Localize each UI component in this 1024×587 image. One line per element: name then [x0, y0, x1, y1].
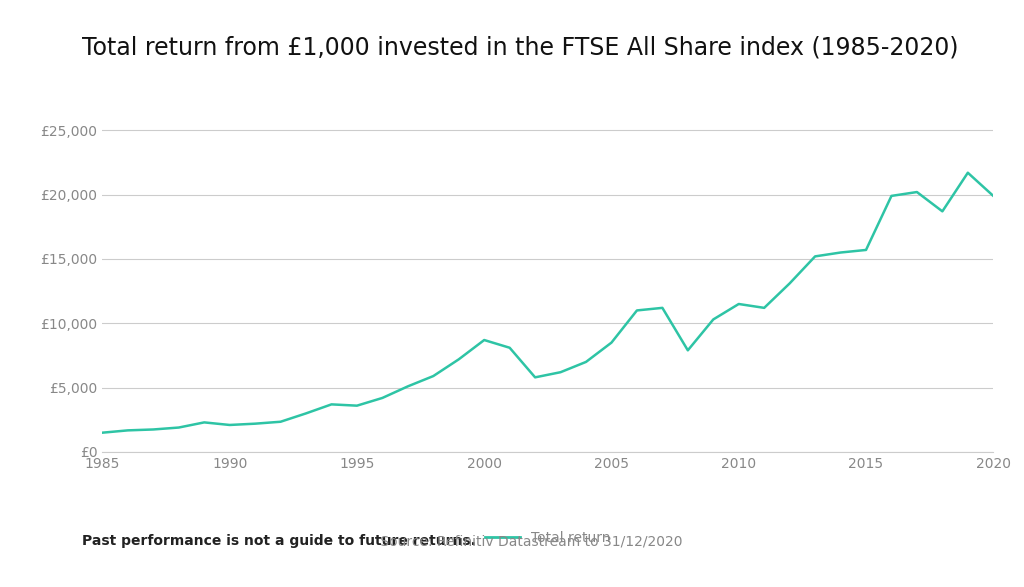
Text: Source: Refinitiv Datastream to 31/12/2020: Source: Refinitiv Datastream to 31/12/20… — [377, 534, 683, 548]
Text: Total return from £1,000 invested in the FTSE All Share index (1985-2020): Total return from £1,000 invested in the… — [82, 35, 958, 59]
Text: Past performance is not a guide to future returns.: Past performance is not a guide to futur… — [82, 534, 476, 548]
Legend: Total return: Total return — [479, 526, 616, 551]
